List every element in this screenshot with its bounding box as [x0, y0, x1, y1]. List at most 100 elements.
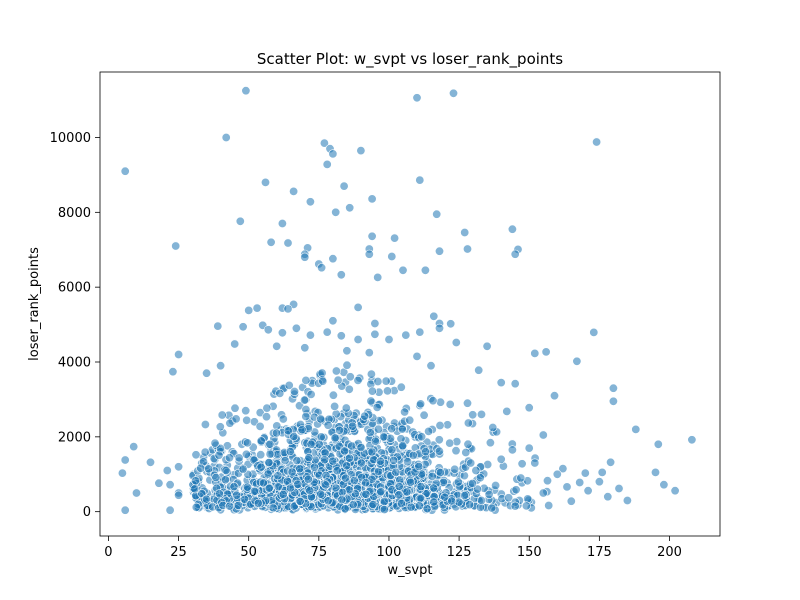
data-point	[295, 464, 305, 474]
data-point	[336, 270, 346, 280]
data-point	[467, 478, 477, 488]
data-point	[174, 349, 184, 359]
data-point	[447, 496, 457, 506]
data-point	[322, 327, 332, 337]
data-point	[606, 457, 616, 467]
data-point	[345, 372, 355, 382]
data-point	[271, 428, 281, 438]
data-point	[496, 378, 506, 388]
data-point	[445, 399, 455, 409]
data-point	[165, 505, 175, 515]
data-point	[396, 382, 406, 392]
data-point	[592, 137, 602, 147]
data-point	[328, 254, 338, 264]
data-point	[334, 425, 344, 435]
data-point	[402, 487, 412, 497]
data-point	[466, 458, 476, 468]
data-point	[434, 323, 444, 333]
data-point	[268, 503, 278, 513]
data-point	[297, 425, 307, 435]
data-point	[538, 430, 548, 440]
data-point	[280, 455, 290, 465]
data-point	[261, 412, 271, 422]
data-point	[387, 445, 397, 455]
y-tick-label: 8000	[58, 206, 91, 221]
data-point	[394, 490, 404, 500]
data-point	[284, 380, 294, 390]
data-point	[330, 433, 340, 443]
data-point	[434, 446, 444, 456]
x-axis-label: w_svpt	[388, 563, 433, 578]
data-point	[510, 379, 520, 389]
data-point	[370, 329, 380, 339]
data-point	[387, 424, 397, 434]
data-point	[230, 339, 240, 349]
data-point	[476, 495, 486, 505]
x-tick-label: 200	[657, 545, 682, 560]
data-point	[211, 472, 221, 482]
x-tick-label: 175	[587, 545, 612, 560]
data-point	[305, 197, 315, 207]
data-point	[273, 482, 283, 492]
data-point	[608, 383, 618, 393]
data-point	[603, 492, 613, 502]
data-point	[566, 496, 576, 506]
data-point	[221, 465, 231, 475]
data-point	[291, 323, 301, 333]
data-point	[217, 410, 227, 420]
data-point	[353, 334, 363, 344]
data-point	[460, 228, 470, 238]
scatter-points	[117, 86, 697, 515]
data-point	[283, 426, 293, 436]
data-point	[235, 216, 245, 226]
data-point	[415, 175, 425, 185]
data-point	[434, 435, 444, 445]
data-point	[328, 456, 338, 466]
data-point	[204, 464, 214, 474]
data-point	[320, 480, 330, 490]
data-point	[314, 439, 324, 449]
data-point	[174, 490, 184, 500]
data-point	[544, 500, 554, 510]
plot-frame	[99, 71, 721, 537]
data-point	[367, 194, 377, 204]
data-point	[336, 331, 346, 341]
data-point	[541, 347, 551, 357]
data-point	[381, 376, 391, 386]
data-point	[356, 442, 366, 452]
data-point	[524, 403, 534, 413]
data-point	[445, 438, 455, 448]
data-point	[491, 480, 501, 490]
data-point	[319, 138, 329, 148]
data-point	[398, 265, 408, 275]
data-point	[465, 500, 475, 510]
data-point	[243, 438, 253, 448]
data-point	[384, 334, 394, 344]
data-point	[373, 272, 383, 282]
data-point	[341, 403, 351, 413]
data-point	[265, 449, 275, 459]
data-point	[435, 467, 445, 477]
y-tick-label: 6000	[58, 281, 91, 296]
data-point	[287, 467, 297, 477]
data-point	[370, 318, 380, 328]
data-point	[427, 471, 437, 481]
data-point	[659, 480, 669, 490]
data-point	[562, 482, 572, 492]
data-point	[342, 360, 352, 370]
data-point	[341, 473, 351, 483]
data-point	[360, 411, 370, 421]
data-point	[419, 410, 429, 420]
x-axis-ticks: 0 25 50 75 100 125 150 175 200	[104, 536, 682, 560]
data-point	[342, 346, 352, 356]
data-point	[330, 401, 340, 411]
data-point	[488, 422, 498, 432]
data-point	[406, 477, 416, 487]
data-point	[412, 93, 422, 103]
data-point	[295, 496, 305, 506]
data-point	[471, 465, 481, 475]
data-point	[258, 478, 268, 488]
data-point	[214, 489, 224, 499]
data-point	[277, 328, 287, 338]
data-point	[213, 321, 223, 331]
